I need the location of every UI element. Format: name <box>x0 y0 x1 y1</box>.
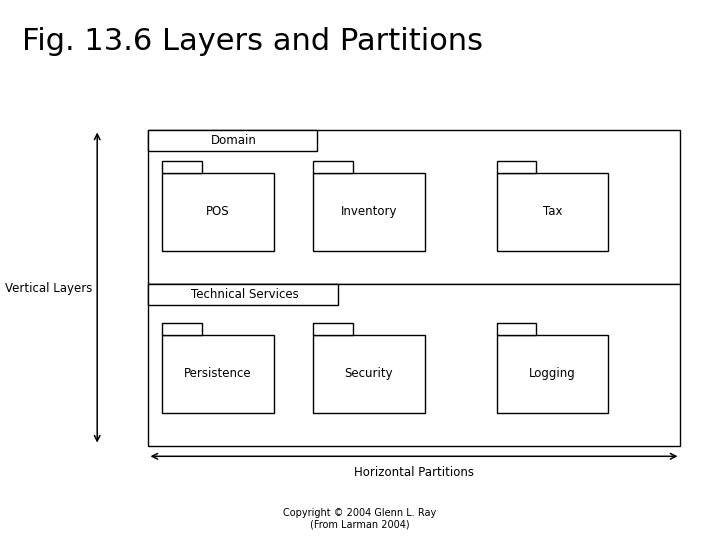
Bar <box>497 335 608 413</box>
Bar <box>148 284 338 305</box>
Text: Tax: Tax <box>543 205 562 219</box>
Bar <box>497 161 536 173</box>
Bar <box>313 323 353 335</box>
Bar <box>162 323 202 335</box>
Bar <box>162 173 274 251</box>
Bar <box>148 130 680 284</box>
Text: Logging: Logging <box>529 367 576 381</box>
Bar <box>148 130 317 151</box>
Bar <box>162 335 274 413</box>
Text: Persistence: Persistence <box>184 367 251 381</box>
Text: Fig. 13.6 Layers and Partitions: Fig. 13.6 Layers and Partitions <box>22 27 482 56</box>
Bar <box>313 335 425 413</box>
Text: Domain: Domain <box>211 134 257 147</box>
Text: Inventory: Inventory <box>341 205 397 219</box>
Bar <box>497 323 536 335</box>
Text: Copyright © 2004 Glenn L. Ray
(From Larman 2004): Copyright © 2004 Glenn L. Ray (From Larm… <box>284 508 436 529</box>
Text: Technical Services: Technical Services <box>191 288 299 301</box>
Text: Security: Security <box>345 367 393 381</box>
Bar <box>148 284 680 446</box>
Text: POS: POS <box>206 205 230 219</box>
Bar <box>497 173 608 251</box>
Bar <box>162 161 202 173</box>
Text: Horizontal Partitions: Horizontal Partitions <box>354 466 474 479</box>
Bar <box>313 173 425 251</box>
Text: Vertical Layers: Vertical Layers <box>5 282 93 295</box>
Bar <box>313 161 353 173</box>
